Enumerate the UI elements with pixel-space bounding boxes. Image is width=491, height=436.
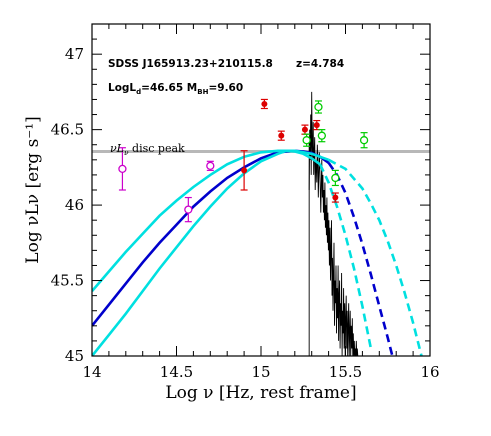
data-point xyxy=(359,132,369,149)
data-point xyxy=(206,160,215,171)
x-tick-label: 14 xyxy=(82,363,101,381)
model-curve-4 xyxy=(92,149,321,356)
y-tick-label: 46 xyxy=(65,196,84,214)
point-marker xyxy=(118,164,127,174)
x-axis-label: Log ν [Hz, rest frame] xyxy=(165,383,356,403)
point-marker xyxy=(317,131,326,140)
data-point xyxy=(317,129,326,143)
point-marker xyxy=(241,167,248,174)
x-tick-label: 16 xyxy=(420,363,439,381)
model-curve-0 xyxy=(92,149,330,327)
data-point xyxy=(184,196,193,223)
model-curve-2 xyxy=(92,149,330,292)
x-tick-label: 15.5 xyxy=(329,363,362,381)
point-marker xyxy=(301,126,308,133)
spectrum-layer xyxy=(308,91,360,356)
point-marker xyxy=(313,122,320,129)
point-marker xyxy=(261,100,268,107)
model-curve-3 xyxy=(327,158,423,356)
plot-frame xyxy=(91,23,431,357)
data-point xyxy=(118,147,127,191)
data-point xyxy=(240,150,248,191)
data-point xyxy=(314,100,323,114)
y-tick-label: 46.5 xyxy=(51,121,84,139)
model-curve-1 xyxy=(327,162,394,356)
data-point xyxy=(331,192,339,203)
object-label: SDSS J165913.23+210115.8 xyxy=(108,58,273,70)
y-tick-label: 47 xyxy=(65,45,84,63)
point-marker xyxy=(206,161,215,171)
data-point xyxy=(313,119,321,131)
point-marker xyxy=(359,136,369,145)
point-marker xyxy=(184,205,193,214)
point-marker xyxy=(278,132,285,139)
photometry-layer xyxy=(118,98,369,223)
model-curve-layer xyxy=(92,149,423,356)
data-point xyxy=(331,169,340,187)
point-marker xyxy=(332,194,339,201)
axis-ticks: 14 14.5 15 15.5 16 45 45.5 46 46.5 47 xyxy=(51,23,440,381)
point-marker xyxy=(302,136,311,145)
y-axis-label: Log νLν [erg s⁻¹] xyxy=(23,116,43,263)
data-point xyxy=(301,124,309,135)
params-label: LogLd=46.65 MBH=9.60 xyxy=(108,82,243,96)
x-tick-label: 15 xyxy=(251,363,270,381)
point-marker xyxy=(331,173,340,183)
y-tick-label: 45 xyxy=(65,347,84,365)
x-tick-label: 14.5 xyxy=(160,363,193,381)
data-point xyxy=(302,133,311,147)
redshift-label: z=4.784 xyxy=(296,58,344,70)
peak-label: νLν disc peak xyxy=(110,142,185,157)
spectrum-line xyxy=(308,91,360,356)
data-point xyxy=(260,98,268,110)
y-tick-label: 45.5 xyxy=(51,272,84,290)
point-marker xyxy=(314,102,323,112)
model-curve-5 xyxy=(318,163,373,349)
data-point xyxy=(277,130,285,141)
